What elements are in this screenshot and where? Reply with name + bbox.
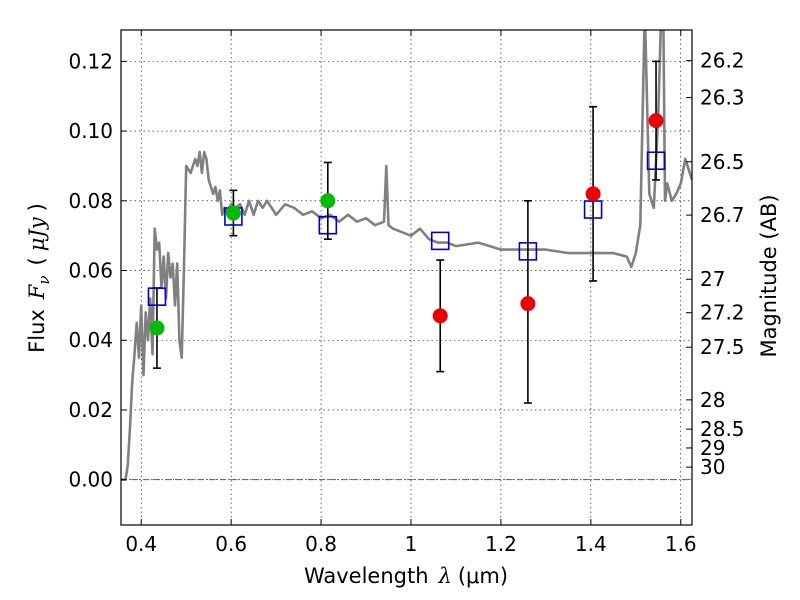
model-spectrum — [121, 30, 692, 482]
red-data-point — [648, 113, 664, 129]
green-data-point — [149, 320, 165, 336]
x-tick-label: 0.8 — [305, 532, 337, 556]
y2-tick-label: 27 — [700, 267, 725, 291]
model-box-marker — [147, 287, 167, 306]
y-axis-title: Flux Fν ( μJy) — [25, 203, 53, 353]
y2-tick-label: 26.5 — [700, 150, 745, 174]
y-tick-label: 0.04 — [68, 328, 113, 352]
y-axis-subscript: ν — [35, 275, 53, 284]
x-tick-label: 0.4 — [125, 532, 157, 556]
model-spectrum-line — [121, 30, 692, 482]
y-tick-label: 0.02 — [68, 398, 113, 422]
red-data-point — [520, 296, 536, 312]
grid — [121, 30, 692, 525]
y-axis-title-prefix: Flux — [25, 309, 49, 353]
x-tick-label: 1 — [405, 532, 418, 556]
plot-frame — [120, 29, 693, 526]
x-axis-title: Wavelength λ (μm) — [304, 564, 508, 588]
y-axis-symbol: F — [25, 283, 49, 300]
data-points — [149, 113, 664, 336]
y-tick-label: 0.10 — [68, 119, 113, 143]
y-tick-label: 0.08 — [68, 189, 113, 213]
tick-marks — [121, 30, 692, 525]
x-axis-unit: (μm) — [458, 564, 508, 588]
model-boxes — [147, 151, 666, 306]
y2-axis-title: Magnitude (AB) — [757, 194, 781, 357]
model-box-marker — [318, 215, 338, 235]
y2-tick-label: 30 — [700, 455, 725, 479]
y-axis-close-paren: ) — [25, 203, 49, 211]
y2-tick-label: 28 — [700, 388, 725, 412]
error-bars — [152, 60, 661, 404]
model-box-marker — [430, 231, 450, 251]
y2-tick-label: 27.2 — [700, 301, 745, 325]
x-tick-label: 1.4 — [575, 532, 607, 556]
y2-tick-label: 26.7 — [700, 203, 745, 227]
y2-tick-label: 27.5 — [700, 335, 745, 359]
y2-tick-label: 29 — [700, 436, 725, 460]
model-box-marker — [646, 151, 666, 171]
red-data-point — [432, 308, 448, 324]
y2-tick-label: 28.5 — [700, 417, 745, 441]
y-tick-labels: 0.00 0.02 0.04 0.06 0.08 0.10 0.12 — [68, 49, 113, 491]
x-tick-labels: 0.4 0.6 0.8 1 1.2 1.4 1.6 — [125, 532, 696, 556]
y-tick-label: 0.12 — [68, 49, 113, 73]
y2-tick-label: 26.3 — [700, 86, 745, 110]
x-tick-label: 1.2 — [485, 532, 517, 556]
y-tick-label: 0.00 — [68, 468, 113, 492]
red-data-point — [585, 186, 601, 202]
x-axis-symbol: λ — [438, 564, 452, 588]
x-axis-title-prefix: Wavelength — [304, 564, 429, 588]
green-data-point — [225, 205, 241, 221]
y-axis-open-paren: ( — [25, 257, 49, 265]
y2-tick-label: 26.2 — [700, 49, 745, 73]
x-tick-label: 1.6 — [665, 532, 697, 556]
y-axis-unit: μJy — [25, 216, 49, 251]
x-tick-label: 0.6 — [215, 532, 247, 556]
y-tick-label: 0.06 — [68, 259, 113, 283]
green-data-point — [320, 193, 336, 209]
model-box-marker — [518, 242, 538, 261]
